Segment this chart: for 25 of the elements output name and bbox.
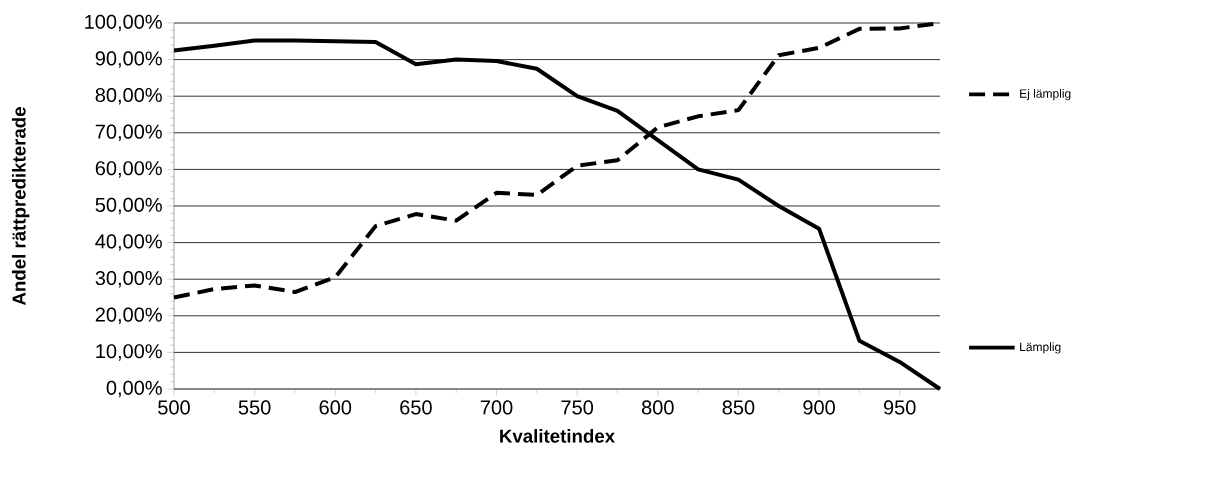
x-tick-label: 650 [400, 400, 432, 415]
y-tick-label: 10,00% [96, 344, 162, 361]
legend-label: Lämplig [1020, 342, 1061, 354]
y-tick-label: 60,00% [95, 161, 162, 178]
x-tick-label: 700 [480, 400, 513, 415]
x-tick-label: 950 [883, 400, 916, 415]
x-tick-label: 500 [158, 400, 190, 415]
y-tick-label: 40,00% [95, 234, 162, 251]
y-tick-label: 80,00% [95, 87, 162, 105]
x-tick-label: 750 [561, 400, 594, 415]
x-tick-label: 600 [319, 400, 352, 415]
y-tick-label: 30,00% [95, 270, 162, 288]
y-tick-label: 50,00% [95, 197, 162, 215]
x-tick-label: 800 [641, 400, 674, 415]
y-tick-label: 100,00% [85, 14, 162, 32]
x-tick-label: 850 [722, 400, 755, 415]
x-tick-label: 550 [238, 400, 271, 415]
y-tick-label: 0,00% [106, 380, 162, 398]
y-tick-label: 70,00% [95, 124, 162, 142]
legend-label: Ej lämplig [1020, 88, 1071, 101]
x-axis-title: Kvalitetindex [500, 429, 615, 443]
y-tick-label: 20,00% [95, 307, 162, 325]
y-tick-label: 90,00% [95, 51, 162, 68]
x-tick-label: 900 [803, 400, 835, 415]
y-axis-title: Andel rättpredikterade [11, 107, 30, 306]
